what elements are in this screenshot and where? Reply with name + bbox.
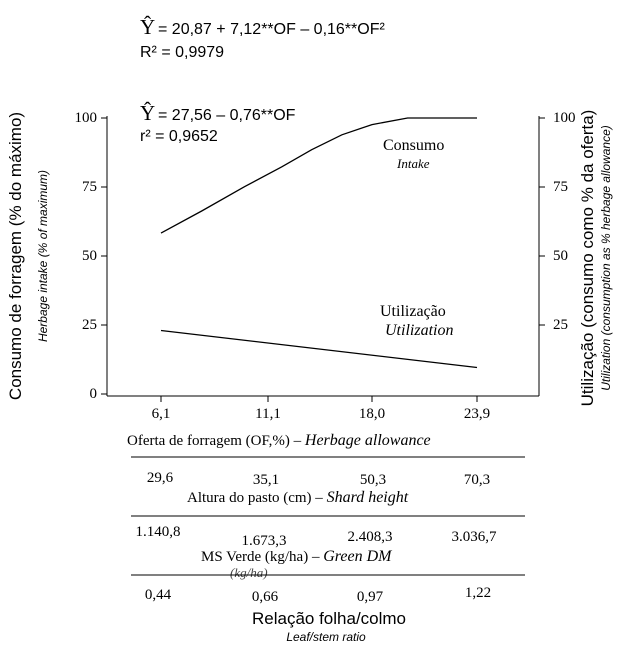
eq1-r2: R² = 0,9979	[140, 44, 224, 61]
x-tick-11-1: 11,1	[255, 396, 281, 422]
series-label-utilization: Utilization	[385, 322, 453, 339]
right-tick-label-100: 100	[553, 110, 576, 126]
relacao-value-2: 0,66	[252, 589, 279, 605]
altura-value-1: 29,6	[147, 470, 174, 486]
relacao-value-1: 0,44	[145, 587, 172, 603]
ms-verde-overlap-note: (kg/ha)	[230, 565, 268, 580]
relacao-value-4: 1,22	[465, 585, 491, 601]
eq2-yhat: Ŷ	[140, 101, 155, 125]
x-tick-label-6-1: 6,1	[152, 406, 171, 422]
x-axis-title-sep: –	[290, 433, 305, 449]
ms-verde-value-1: 1.140,8	[136, 524, 181, 540]
altura-axis-title-pt: Altura do pasto (cm) –	[187, 490, 327, 506]
left-tick-label-100: 100	[75, 110, 98, 126]
altura-value-3: 50,3	[360, 472, 386, 488]
right-tick-label-25: 25	[553, 317, 568, 333]
relacao-axis-title: Relação folha/colmo	[252, 609, 406, 628]
left-tick-100: 100	[75, 110, 107, 126]
x-axis-title-en: Herbage allowance	[304, 432, 431, 449]
y-left-title: Consumo de forragem (% do máximo)	[6, 112, 25, 400]
series-label-intake: Intake	[396, 156, 430, 171]
x-axis-title-pt: Oferta de forragem (OF,%)	[127, 433, 290, 449]
y-right-title-en: Utilization (consumption as % herbage al…	[599, 125, 613, 390]
series-label-consumo: Consumo	[383, 137, 444, 154]
y-right-title: Utilização (consumo como % da oferta)	[578, 110, 597, 407]
eq1-yhat: Ŷ	[140, 15, 155, 39]
series-utilizacao-line	[160, 329, 478, 369]
relacao-value-3: 0,97	[357, 589, 384, 605]
x-tick-label-23-9: 23,9	[464, 406, 490, 422]
left-tick-label-75: 75	[82, 179, 97, 195]
ms-verde-axis-title: MS Verde (kg/ha) – Green DM	[201, 548, 393, 565]
series-label-utilizacao: Utilização	[380, 303, 446, 320]
altura-axis-title: Altura do pasto (cm) – Shard height	[187, 489, 409, 506]
left-tick-label-50: 50	[82, 248, 97, 264]
ms-verde-value-3: 2.408,3	[348, 529, 393, 545]
right-tick-label-75: 75	[553, 179, 568, 195]
x-tick-23-9: 23,9	[464, 396, 490, 422]
series-consumo-line	[160, 117, 477, 234]
ms-verde-value-4: 3.036,7	[452, 529, 498, 545]
right-tick-25: 25	[539, 317, 568, 333]
y-left-title-en: Herbage intake (% of maximum)	[36, 170, 50, 342]
x-tick-label-11-1: 11,1	[255, 406, 281, 422]
right-tick-50: 50	[539, 248, 568, 264]
x-tick-label-18-0: 18,0	[359, 406, 385, 422]
altura-value-2: 35,1	[253, 472, 279, 488]
altura-axis-title-en: Shard height	[327, 489, 409, 506]
left-tick-50: 50	[82, 248, 107, 264]
eq1-formula: = 20,87 + 7,12**OF – 0,16**OF²	[158, 21, 385, 38]
eq2-r2: r² = 0,9652	[140, 128, 218, 145]
right-tick-label-50: 50	[553, 248, 568, 264]
ms-verde-value-2: 1.673,3	[242, 533, 287, 549]
ms-verde-axis-title-en: Green DM	[323, 548, 393, 565]
ms-verde-axis-title-pt: MS Verde (kg/ha) –	[201, 549, 323, 565]
left-tick-label-0: 0	[90, 386, 98, 402]
relacao-axis-title-en: Leaf/stem ratio	[286, 630, 366, 644]
right-tick-75: 75	[539, 179, 568, 195]
x-tick-18-0: 18,0	[359, 396, 385, 422]
left-tick-label-25: 25	[82, 317, 97, 333]
left-tick-75: 75	[82, 179, 107, 195]
left-tick-25: 25	[82, 317, 107, 333]
eq2-formula: = 27,56 – 0,76**OF	[158, 107, 296, 124]
x-tick-6-1: 6,1	[152, 396, 171, 422]
right-tick-100: 100	[539, 110, 576, 126]
left-tick-0: 0	[90, 386, 107, 402]
altura-value-4: 70,3	[464, 472, 490, 488]
x-axis-title: Oferta de forragem (OF,%) – Herbage allo…	[127, 432, 431, 449]
